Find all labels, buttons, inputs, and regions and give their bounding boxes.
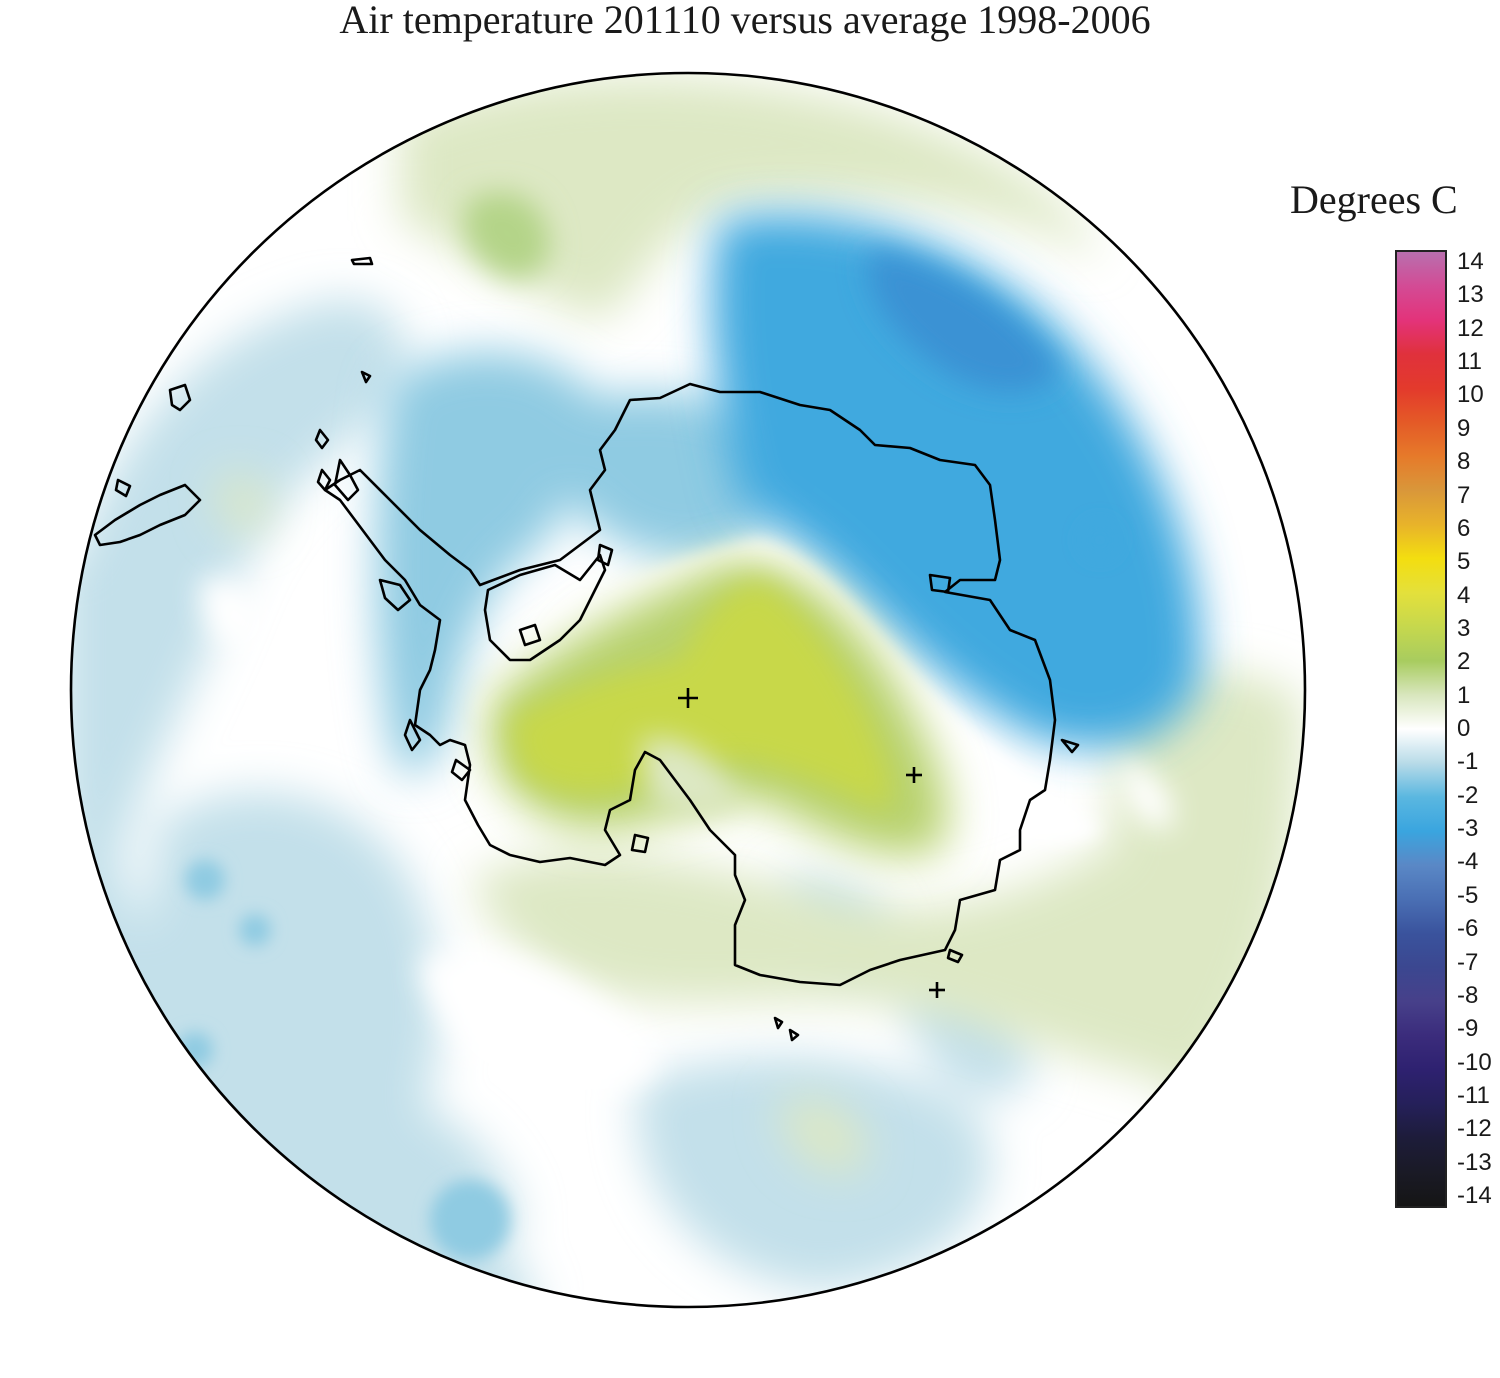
scale-tick-label: 8 — [1457, 448, 1471, 476]
scale-tick-label: 10 — [1457, 381, 1484, 409]
map-frame — [69, 71, 1307, 1309]
station-marker — [929, 982, 945, 998]
anomaly-field — [71, 73, 1305, 1307]
station-markers — [678, 688, 945, 998]
scale-tick-label: -6 — [1457, 915, 1479, 943]
scale-tick-label: -12 — [1457, 1115, 1492, 1143]
scale-tick-label: -14 — [1457, 1182, 1492, 1209]
scale-tick-label: 7 — [1457, 481, 1471, 509]
scale-tick-label: -13 — [1457, 1148, 1492, 1176]
station-marker — [678, 688, 698, 708]
scale-tick-label: -11 — [1457, 1081, 1490, 1109]
scale-tick-label: -2 — [1457, 781, 1479, 809]
map-title: Air temperature 201110 versus average 19… — [339, 0, 1151, 42]
scale-tick-label: 0 — [1457, 715, 1471, 742]
scale-tick-label: 6 — [1457, 514, 1471, 542]
antarctica-coastline — [93, 256, 1080, 1042]
scale-tick-label: -3 — [1457, 815, 1479, 843]
scale-tick-label: 4 — [1457, 581, 1471, 609]
scale-tick-label: 2 — [1457, 648, 1471, 676]
scale-tick-label: -5 — [1457, 881, 1479, 909]
color-scale-bar — [1395, 250, 1447, 1208]
scale-tick-label: -4 — [1457, 848, 1479, 876]
scale-tick-label: 3 — [1457, 614, 1471, 642]
legend-title: Degrees C — [1290, 177, 1458, 222]
scale-tick-label: 12 — [1457, 314, 1484, 342]
scale-tick-label: -1 — [1457, 748, 1479, 776]
scale-tick-label: 13 — [1457, 281, 1484, 309]
cool-strong-region — [711, 214, 1202, 748]
station-marker — [906, 767, 922, 783]
scale-tick-label: -10 — [1457, 1048, 1492, 1076]
scale-tick-label: 5 — [1457, 548, 1471, 576]
scale-tick-label: 1 — [1457, 681, 1471, 709]
scale-tick-label: -8 — [1457, 981, 1479, 1009]
scale-tick-label: 9 — [1457, 414, 1471, 442]
scale-tick-label: -9 — [1457, 1015, 1479, 1043]
mild-warm-region — [217, 77, 1300, 1172]
scale-tick-label: 11 — [1457, 348, 1482, 376]
color-scale-ticks: 14 13 12 11 10 9 8 7 6 5 4 3 2 1 0 -1 -2 -3 -4 -5 -6 -7 -8 -9 -1… — [1457, 248, 1500, 1210]
scale-tick-label: -7 — [1457, 948, 1479, 976]
scale-tick-label: 14 — [1457, 248, 1484, 275]
